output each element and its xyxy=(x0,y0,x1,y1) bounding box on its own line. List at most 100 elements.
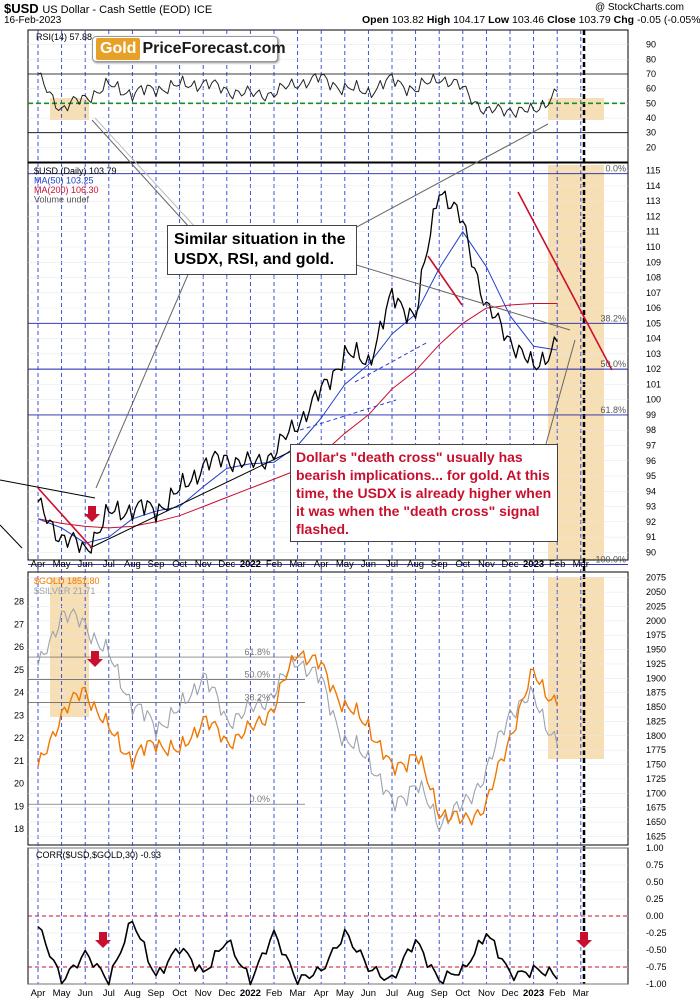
highlight-gold-0 xyxy=(50,577,89,717)
axis-tick-label: 1800 xyxy=(646,731,666,741)
axis-tick-label: 1950 xyxy=(646,645,666,655)
axis-tick-label: 0.00 xyxy=(646,911,664,921)
axis-tick-label: 70 xyxy=(646,69,656,79)
high-label: High xyxy=(426,14,451,26)
x-axis-label: Apr xyxy=(31,988,46,999)
high-value: 104.17 xyxy=(453,14,486,26)
silver-tick-label: 18 xyxy=(14,824,24,834)
x-axis-label: Jul xyxy=(386,988,398,999)
ohlc-readout: Open 103.82 High 104.17 Low 103.46 Close… xyxy=(362,14,700,26)
x-axis-label: 2022 xyxy=(240,988,261,999)
symbol-text: $USD xyxy=(4,1,39,16)
usd-channel-line xyxy=(299,399,397,431)
pointer-rsi-left xyxy=(91,119,191,229)
x-axis-label: Apr xyxy=(31,559,46,570)
x-axis-label: Jun xyxy=(78,988,93,999)
axis-tick-label: 103 xyxy=(646,349,661,359)
corr-line xyxy=(37,920,558,986)
axis-tick-label: 1975 xyxy=(646,630,666,640)
x-axis-label: Sep xyxy=(431,988,448,999)
axis-tick-label: -0.25 xyxy=(646,928,667,938)
symbol-name: US Dollar - Cash Settle (EOD) xyxy=(42,4,191,16)
x-axis-label: 2023 xyxy=(523,559,544,570)
red-downtrend-2023 xyxy=(517,191,613,371)
usd-fib-label: 38.2% xyxy=(600,313,626,323)
axis-tick-label: 30 xyxy=(646,128,656,138)
axis-tick-label: 93 xyxy=(646,502,656,512)
axis-tick-label: 101 xyxy=(646,379,661,389)
logo-domain-text: PriceForecast.com xyxy=(142,40,286,57)
x-axis-label: Nov xyxy=(478,559,495,570)
gold-legend-item: $GOLD 1851.80 xyxy=(34,576,100,586)
gold-fib-label: 38.2% xyxy=(244,692,270,702)
axis-tick-label: -1.00 xyxy=(646,979,667,989)
axis-tick-label: 102 xyxy=(646,364,661,374)
red-arrow-gold xyxy=(87,651,103,667)
axis-tick-label: 20 xyxy=(646,142,656,152)
axis-tick-label: -0.75 xyxy=(646,962,667,972)
axis-tick-label: 1750 xyxy=(646,760,666,770)
silver-tick-label: 21 xyxy=(14,756,24,766)
axis-tick-label: 114 xyxy=(646,181,660,191)
x-axis-label: Mar xyxy=(573,988,589,999)
x-axis-label: Aug xyxy=(124,988,141,999)
x-axis-label: Dec xyxy=(218,988,235,999)
axis-tick-label: 1.00 xyxy=(646,843,664,853)
x-axis-label: Feb xyxy=(266,988,282,999)
pointer-rsi-left-shadow xyxy=(94,117,197,229)
usd-fib-label: 0.0% xyxy=(605,164,626,174)
chart-symbol: $USD US Dollar - Cash Settle (EOD) ICE xyxy=(4,1,212,16)
panel-frame-rsi xyxy=(27,29,629,163)
axis-tick-label: 111 xyxy=(646,227,660,237)
highlight-gold-1 xyxy=(548,577,604,759)
highlight-rsi-0 xyxy=(50,98,89,120)
x-axis-label: Oct xyxy=(455,559,470,570)
axis-tick-label: 110 xyxy=(646,242,660,252)
x-axis-label: Mar xyxy=(573,559,589,570)
silver-line xyxy=(37,608,558,832)
axis-tick-label: 2000 xyxy=(646,616,666,626)
x-axis-label: Sep xyxy=(148,988,165,999)
silver-tick-label: 28 xyxy=(14,597,24,607)
x-axis-label: Jun xyxy=(361,559,376,570)
axis-tick-label: 112 xyxy=(646,211,660,221)
x-axis-label: Mar xyxy=(289,559,305,570)
silver-tick-label: 20 xyxy=(14,779,24,789)
usd-trendline-left xyxy=(0,479,96,499)
pointer-death-cross xyxy=(545,339,576,445)
axis-tick-label: 90 xyxy=(646,40,656,50)
silver-legend-item: $SILVER 21.71 xyxy=(34,586,95,596)
axis-tick-label: 40 xyxy=(646,113,656,123)
x-axis-label: Aug xyxy=(407,988,424,999)
x-axis-label: Dec xyxy=(502,988,519,999)
axis-tick-label: -0.50 xyxy=(646,945,667,955)
stockcharts-credit: @ StockCharts.com xyxy=(594,2,684,13)
axis-tick-label: 115 xyxy=(646,166,660,176)
silver-tick-label: 25 xyxy=(14,665,24,675)
x-axis-label: Oct xyxy=(172,988,187,999)
open-value: 103.82 xyxy=(391,14,424,26)
axis-tick-label: 1725 xyxy=(646,774,666,784)
usd-fib-label: 100.0% xyxy=(595,555,626,565)
axis-tick-label: 1700 xyxy=(646,788,666,798)
x-axis-label: 2023 xyxy=(523,988,544,999)
goldpriceforecast-logo: Gold PriceForecast.com xyxy=(92,36,286,62)
axis-tick-label: 1925 xyxy=(646,659,666,669)
usd-fib-label: 50.0% xyxy=(600,359,626,369)
x-axis-label: Dec xyxy=(502,559,519,570)
axis-tick-label: 60 xyxy=(646,84,656,94)
axis-tick-label: 104 xyxy=(646,334,661,344)
usd-trendline-left2 xyxy=(0,524,23,549)
close-value: 103.79 xyxy=(578,14,611,26)
x-axis-label: Dec xyxy=(218,559,235,570)
red-downtrend-2021 xyxy=(37,487,93,549)
axis-tick-label: 109 xyxy=(646,257,661,267)
panel-frame-usd xyxy=(27,162,629,561)
axis-tick-label: 1875 xyxy=(646,688,666,698)
axis-tick-label: 2075 xyxy=(646,573,666,583)
axis-tick-label: 1825 xyxy=(646,716,666,726)
axis-tick-label: 1675 xyxy=(646,803,666,813)
chg-value: -0.05 (-0.05%) xyxy=(636,14,700,26)
axis-tick-label: 2025 xyxy=(646,601,666,611)
